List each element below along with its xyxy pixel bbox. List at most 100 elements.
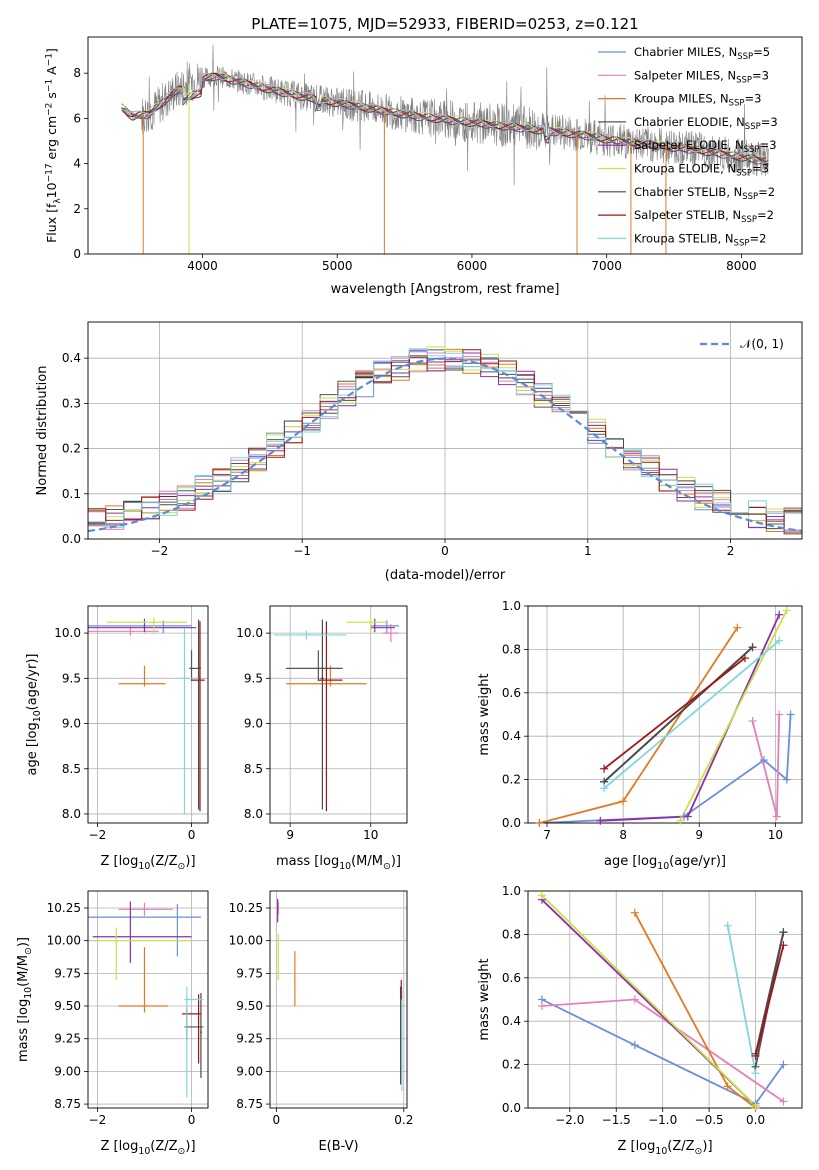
legend-entry: Salpeter STELIB, NSSP=2 (634, 208, 774, 225)
y-axis-label: Flux [fλ10−17 erg cm−2 s−1 A−1] (44, 48, 63, 243)
y-tick-label: 9.5 (244, 671, 263, 685)
x-axis-label: (data-model)/error (385, 568, 506, 583)
y-tick-label: 0 (73, 247, 81, 261)
y-tick-label: 9.0 (244, 717, 263, 731)
label-part: ⊙ (23, 947, 34, 955)
y-tick-label: 10.0 (54, 626, 81, 640)
label-part: λ (53, 198, 63, 204)
legend-entry: Kroupa STELIB, NSSP=2 (634, 231, 766, 248)
y-tick-label: 9.75 (54, 966, 81, 980)
y-tick-label: 2 (73, 202, 81, 216)
weight-line (726, 925, 757, 1074)
legend-text: =3 (744, 92, 761, 106)
label-part: )] (391, 854, 401, 869)
label-part: (Z/Z (150, 1139, 177, 1154)
panel-mass_vs_ebv: 0 0.2 8.75 9.00 9.25 9.50 9.75 10.00 10.25 E(B-V) (229, 890, 413, 1154)
legend-sub: SSP (745, 122, 761, 132)
legend-sub: SSP (734, 238, 750, 248)
histogram-series (88, 349, 802, 539)
y-tick-label: 9.00 (236, 1064, 263, 1078)
model-spectrum-line (121, 72, 769, 164)
panel-residuals: −2 −1 0 1 2 0.0 0.1 0.2 0.3 0.4 𝒩(0, 1) (data-model… (35, 321, 803, 583)
y-tick-label: 10.25 (47, 901, 81, 915)
x-tick-label: 0.0 (746, 1113, 765, 1127)
y-tick-label: 0.4 (502, 729, 521, 743)
y-tick-label: 8.75 (236, 1097, 263, 1111)
x-tick-label: −2 (89, 1113, 107, 1127)
label-part: 10 (657, 861, 669, 872)
weight-line (603, 640, 780, 789)
weight-line (541, 894, 757, 1107)
data-spectrum (121, 44, 769, 186)
x-tick-label: 7000 (591, 259, 622, 273)
weight-line (754, 945, 785, 1057)
plot-area (277, 898, 403, 1092)
x-axis-label: age [log10(age/yr)] (604, 854, 726, 872)
axes-frame (87, 36, 803, 255)
x-tick-label: −2 (151, 544, 169, 558)
y-tick-label: 0.0 (502, 816, 521, 830)
y-tick-label: 8.0 (62, 807, 81, 821)
y-tick-label: 0.2 (62, 442, 81, 456)
label-part: Z [log (617, 1139, 655, 1154)
label-part: mass [log (276, 854, 339, 869)
label-part: 10 (138, 861, 150, 872)
panel-weight_vs_Z: −2.0 −1.5 −1.0 −0.5 0.0 0.0 0.2 0.4 0.6 0.8 1.0 Z [… (477, 884, 803, 1157)
label-part: (M/M (16, 955, 31, 987)
legend-text: =2 (749, 231, 766, 245)
label-part: erg cm (44, 116, 59, 164)
y-tick-label: 0.3 (62, 396, 81, 410)
y-tick-label: 9.5 (62, 671, 81, 685)
x-tick-label: 9 (695, 828, 703, 842)
label-part: A (44, 66, 59, 79)
y-tick-label: 9.00 (54, 1064, 81, 1078)
legend-sub: SSP (736, 169, 752, 179)
legend-entry: Chabrier STELIB, NSSP=2 (634, 185, 775, 202)
label-part: ] (44, 48, 59, 53)
histogram-series (88, 346, 802, 539)
x-axis-label: Z [log10(Z/Z⊙)] (100, 1139, 195, 1157)
figure-title: PLATE=1075, MJD=52933, FIBERID=0253, z=0… (251, 15, 638, 33)
x-tick-label: 10 (363, 828, 378, 842)
legend-entry: Salpeter MILES, NSSP=3 (634, 68, 769, 85)
label-part: −1 (45, 79, 55, 92)
x-tick-label: 2 (727, 544, 735, 558)
x-axis-label: Z [log10(Z/Z⊙)] (617, 1139, 712, 1157)
y-tick-label: 8.75 (54, 1097, 81, 1111)
y-axis-label: age [log10(age/yr)] (25, 654, 43, 776)
legend-sub: SSP (737, 52, 753, 62)
label-part: (Z/Z (667, 1139, 694, 1154)
weight-line (539, 714, 792, 823)
normal-curve (88, 357, 802, 533)
y-axis-label: mass [log10(M/M⊙)] (16, 937, 34, 1062)
label-part: ⊙ (695, 1146, 703, 1157)
y-tick-label: 0.6 (502, 971, 521, 985)
label-part: 10 (44, 182, 59, 198)
x-tick-label: 10 (768, 828, 783, 842)
x-tick-label: 4000 (187, 259, 218, 273)
label-part: Z [log (100, 854, 138, 869)
label-part: −1 (45, 53, 55, 66)
model-spectrum-line (121, 72, 769, 165)
axes-frame (527, 890, 803, 1109)
label-part: )] (185, 1139, 195, 1154)
legend-text: =3 (752, 68, 769, 82)
y-tick-label: 8.5 (62, 762, 81, 776)
plot-area (539, 609, 792, 823)
legend-text: =2 (757, 208, 774, 222)
axes-frame (269, 605, 408, 824)
legend-text: =3 (761, 115, 778, 129)
label-part: −17 (45, 163, 55, 182)
x-tick-label: 9 (286, 828, 294, 842)
y-axis-label: mass weight (477, 673, 492, 755)
weight-line (539, 627, 739, 823)
x-tick-label: 0 (441, 544, 449, 558)
x-tick-label: 6000 (457, 259, 488, 273)
label-part: )] (16, 937, 31, 947)
axes-frame (87, 890, 209, 1109)
legend-text: Chabrier STELIB, N (634, 185, 742, 199)
axes-frame (87, 605, 209, 824)
weight-line (754, 931, 785, 1055)
